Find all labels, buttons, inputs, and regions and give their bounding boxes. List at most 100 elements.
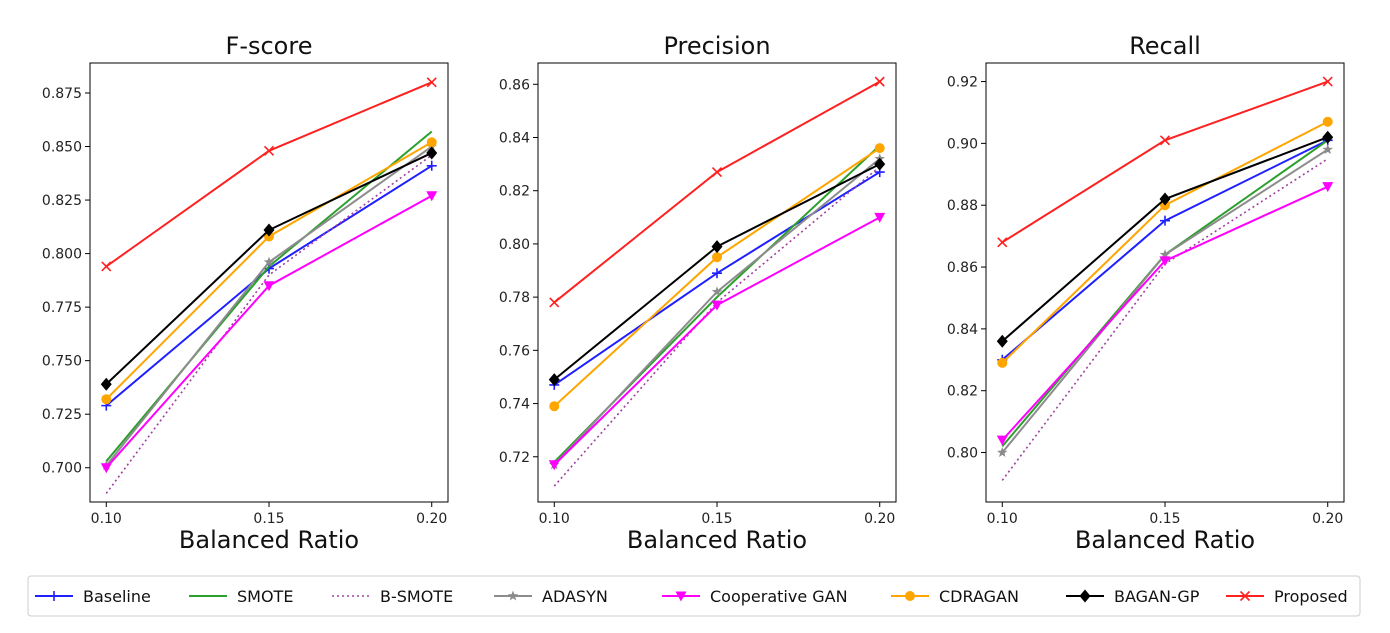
f-score-point-adasyn bbox=[263, 256, 275, 267]
legend-label-baseline: Baseline bbox=[83, 587, 151, 606]
recall-y-tick-label: 0.88 bbox=[947, 198, 978, 214]
legend-entry-smote: SMOTE bbox=[189, 587, 293, 606]
legend-marker-proposed bbox=[1239, 590, 1251, 602]
precision-plot-frame bbox=[537, 62, 897, 503]
legend-entry-proposed: Proposed bbox=[1226, 587, 1348, 606]
legend-entry-b-smote: B-SMOTE bbox=[332, 587, 453, 606]
f-score-point-baseline bbox=[426, 160, 437, 171]
f-score-point-cdragan bbox=[426, 137, 437, 148]
precision-point-cdragan bbox=[712, 252, 722, 263]
f-score-y-tick-label: 0.875 bbox=[42, 86, 82, 102]
precision-y-tick-label: 0.72 bbox=[499, 450, 530, 466]
recall-x-tick-label: 0.20 bbox=[1312, 511, 1343, 527]
legend-marker-cdragan bbox=[905, 591, 915, 601]
precision-panel: Precision 0.72 0.74 0.76 0.78 0.80 0.82 0.84 0.8… bbox=[499, 32, 897, 554]
f-score-point-proposed bbox=[426, 77, 437, 88]
recall-panel: Recall 0.80 0.82 0.84 0.86 0.88 0.90 0.92 0.10 0.… bbox=[947, 32, 1345, 554]
f-score-point-bagan-gp bbox=[426, 146, 438, 160]
precision-x-axis-label: Balanced Ratio bbox=[627, 526, 807, 554]
f-score-series-line-b-smote bbox=[105, 154, 433, 494]
precision-x-tick-label: 0.10 bbox=[539, 511, 570, 527]
legend-marker-baseline bbox=[49, 591, 59, 601]
f-score-y-tick-label: 0.800 bbox=[42, 247, 82, 263]
precision-point-bagan-gp bbox=[711, 240, 723, 254]
f-score-y-tick-label: 0.775 bbox=[42, 300, 82, 316]
recall-point-bagan-gp bbox=[996, 334, 1008, 348]
recall-x-tick-label: 0.15 bbox=[1149, 511, 1180, 527]
chart-panels: F-score 0.700 0.725 0.750 0.775 0.800 0.825 0.8… bbox=[42, 32, 1345, 554]
recall-point-bagan-gp bbox=[1159, 192, 1171, 206]
f-score-point-cdragan bbox=[101, 394, 112, 405]
recall-y-tick-label: 0.82 bbox=[947, 384, 978, 400]
precision-x-tick-label: 0.20 bbox=[864, 511, 895, 527]
precision-y-tick-label: 0.74 bbox=[499, 397, 530, 413]
recall-y-tick-label: 0.90 bbox=[947, 136, 978, 152]
legend-label-adasyn: ADASYN bbox=[542, 587, 608, 606]
recall-point-bagan-gp bbox=[1322, 130, 1334, 144]
f-score-x-axis-label: Balanced Ratio bbox=[179, 526, 359, 554]
f-score-y-tick-label: 0.825 bbox=[42, 193, 82, 209]
recall-point-adasyn bbox=[997, 447, 1008, 457]
recall-point-cdragan bbox=[1322, 116, 1333, 127]
recall-x-tick-label: 0.10 bbox=[987, 511, 1018, 527]
precision-chart-title: Precision bbox=[663, 32, 770, 60]
legend-entry-cooperative-gan: Cooperative GAN bbox=[662, 587, 848, 606]
legend-label-bagan-gp: BAGAN-GP bbox=[1114, 587, 1200, 606]
precision-x-tick-label: 0.15 bbox=[701, 511, 732, 527]
precision-point-cooperative-gan bbox=[874, 212, 886, 223]
precision-y-tick-label: 0.82 bbox=[499, 184, 530, 200]
precision-y-tick-label: 0.84 bbox=[499, 130, 530, 146]
f-score-y-tick-label: 0.750 bbox=[42, 354, 82, 370]
precision-y-tick-label: 0.80 bbox=[499, 237, 530, 253]
precision-point-cooperative-gan bbox=[548, 460, 560, 471]
f-score-point-cooperative-gan bbox=[426, 191, 438, 202]
precision-point-bagan-gp bbox=[874, 157, 886, 171]
precision-y-tick-label: 0.76 bbox=[499, 343, 530, 359]
f-score-series-group bbox=[100, 77, 438, 494]
legend-label-proposed: Proposed bbox=[1274, 587, 1348, 606]
f-score-chart-title: F-score bbox=[226, 32, 313, 60]
legend-marker-adasyn bbox=[507, 590, 519, 601]
precision-y-tick-label: 0.78 bbox=[499, 290, 530, 306]
f-score-point-cooperative-gan bbox=[263, 281, 275, 292]
f-score-point-bagan-gp bbox=[100, 377, 112, 391]
recall-y-tick-label: 0.92 bbox=[947, 75, 978, 91]
recall-chart-title: Recall bbox=[1129, 32, 1201, 60]
recall-point-cooperative-gan bbox=[996, 435, 1008, 446]
f-score-point-proposed bbox=[101, 261, 112, 272]
f-score-x-tick-label: 0.15 bbox=[253, 511, 284, 527]
f-score-x-tick-label: 0.10 bbox=[91, 511, 122, 527]
legend-label-smote: SMOTE bbox=[237, 587, 293, 606]
recall-y-tick-label: 0.80 bbox=[947, 446, 978, 462]
legend-label-cooperative-gan: Cooperative GAN bbox=[710, 587, 848, 606]
f-score-y-tick-label: 0.850 bbox=[42, 140, 82, 156]
precision-point-cooperative-gan bbox=[711, 300, 723, 311]
recall-point-cooperative-gan bbox=[1159, 256, 1171, 267]
recall-point-proposed bbox=[997, 237, 1008, 248]
f-score-x-tick-label: 0.20 bbox=[416, 511, 447, 527]
precision-point-bagan-gp bbox=[548, 373, 560, 387]
precision-y-tick-label: 0.86 bbox=[499, 77, 530, 93]
recall-point-proposed bbox=[1159, 135, 1171, 146]
recall-point-adasyn bbox=[1322, 144, 1333, 155]
f-score-panel: F-score 0.700 0.725 0.750 0.775 0.800 0.825 0.8… bbox=[42, 32, 449, 554]
recall-y-tick-label: 0.86 bbox=[947, 260, 978, 276]
f-score-point-cooperative-gan bbox=[100, 463, 112, 474]
recall-point-cooperative-gan bbox=[1322, 182, 1334, 193]
legend-label-cdragan: CDRAGAN bbox=[939, 587, 1019, 606]
precision-point-adasyn bbox=[711, 286, 723, 297]
recall-y-tick-label: 0.84 bbox=[947, 322, 978, 338]
recall-point-adasyn bbox=[1159, 249, 1171, 260]
precision-point-proposed bbox=[874, 76, 885, 87]
precision-series-group bbox=[548, 76, 886, 487]
precision-point-proposed bbox=[711, 167, 723, 178]
recall-point-cdragan bbox=[997, 357, 1008, 368]
legend: Baseline SMOTE B-SMOTE ADASYN Cooperative GA… bbox=[27, 575, 1361, 617]
recall-plot-frame bbox=[985, 62, 1345, 503]
legend-marker-cooperative-gan bbox=[675, 591, 687, 602]
legend-marker-bagan-gp bbox=[1079, 589, 1091, 603]
precision-point-cdragan bbox=[549, 401, 560, 412]
recall-series-group bbox=[996, 76, 1334, 481]
f-score-y-tick-label: 0.700 bbox=[42, 461, 82, 477]
